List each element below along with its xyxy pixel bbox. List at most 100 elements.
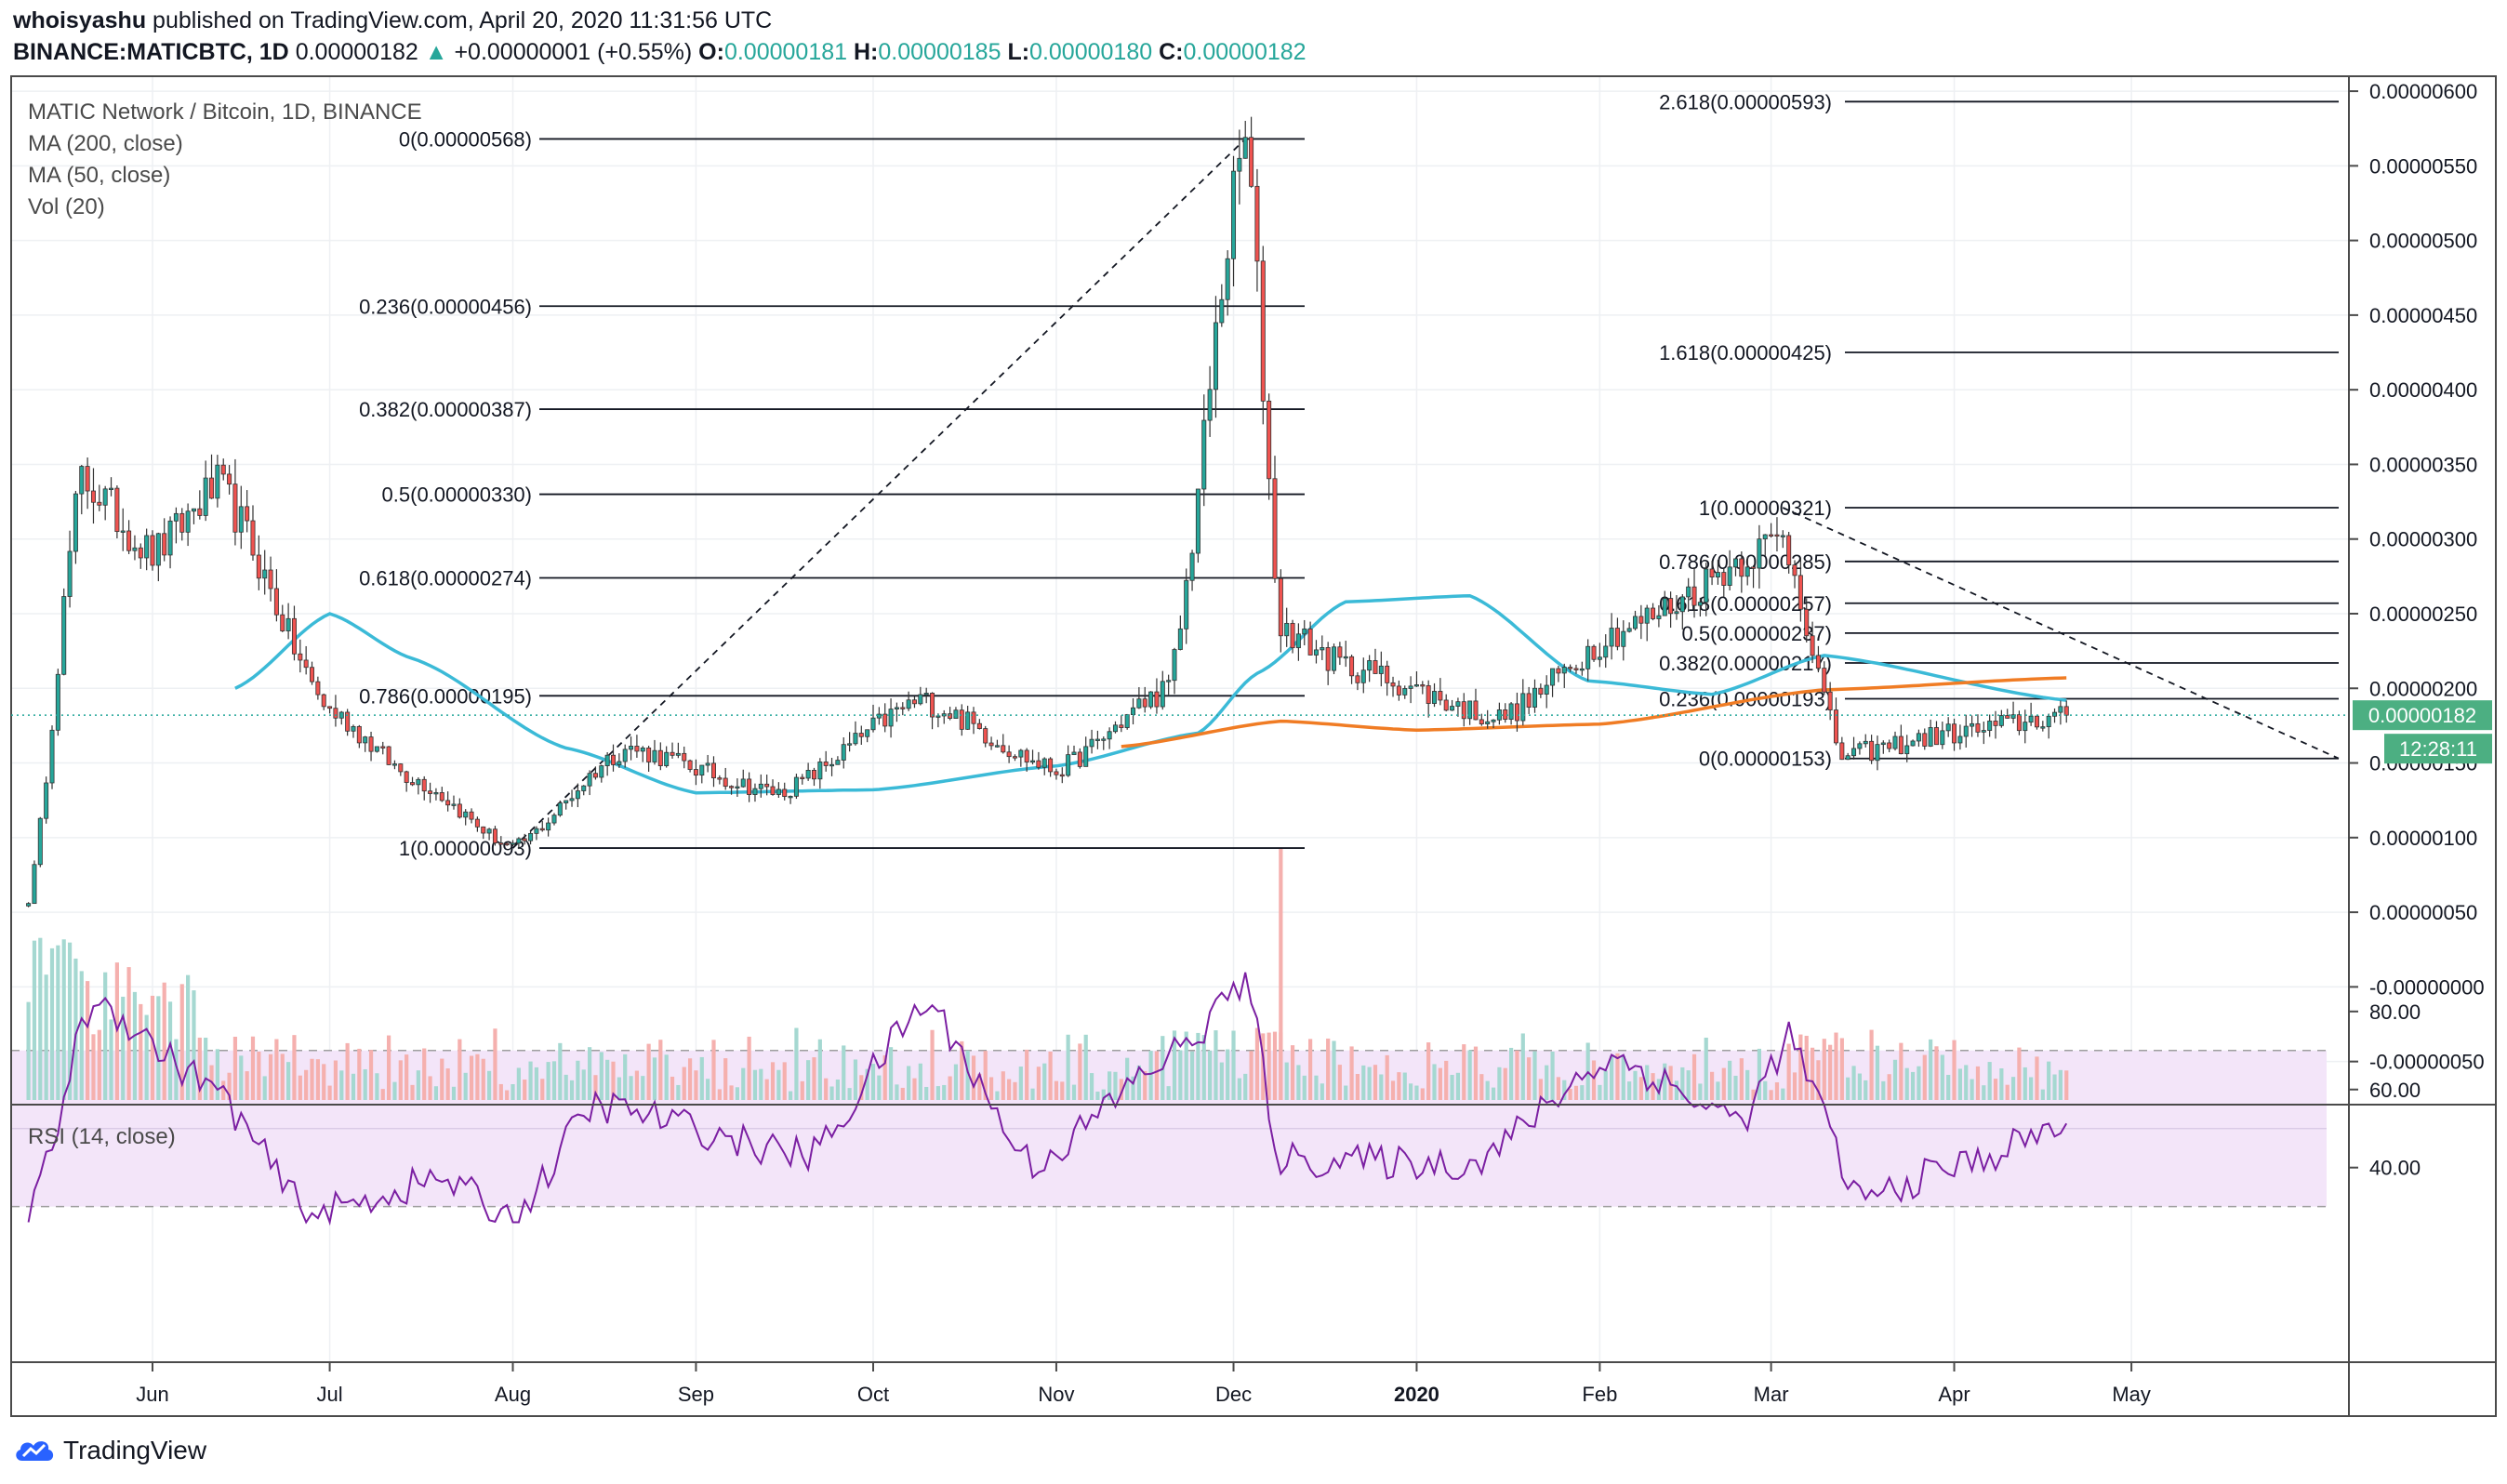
rsi-line xyxy=(27,972,2068,1226)
volume-bar xyxy=(304,1069,309,1100)
volume-bar xyxy=(788,1091,793,1100)
volume-bar xyxy=(587,1047,592,1100)
candle-body xyxy=(699,764,705,776)
volume-bar xyxy=(1598,1084,1602,1100)
volume-bar xyxy=(1568,1089,1572,1100)
author-name[interactable]: whoisyashu xyxy=(13,7,147,33)
ticker-change: +0.00000001 (+0.55%) xyxy=(454,39,693,65)
volume-bar xyxy=(1272,1031,1278,1100)
candle-body xyxy=(1845,755,1850,761)
volume-bar xyxy=(2040,1089,2045,1100)
volume-bar xyxy=(717,1089,722,1100)
candle-body xyxy=(1231,170,1237,259)
volume-bar xyxy=(747,1036,751,1100)
volume-bar xyxy=(1538,1079,1543,1100)
candle-body xyxy=(2023,722,2028,732)
candle-body xyxy=(1278,577,1283,637)
volume-bar xyxy=(286,1062,291,1100)
candle-body xyxy=(132,547,138,551)
volume-bar xyxy=(204,1038,208,1100)
candle-body xyxy=(646,748,652,762)
candle-body xyxy=(109,487,114,491)
candle-body xyxy=(1887,742,1892,749)
volume-bar xyxy=(357,1048,362,1100)
candle-body xyxy=(404,771,409,783)
volume-bar xyxy=(79,971,84,1100)
volume-bar xyxy=(764,1079,769,1100)
volume-bar xyxy=(315,1059,320,1100)
time-tick-label: Aug xyxy=(495,1383,531,1406)
candle-body xyxy=(829,763,835,767)
volume-bar xyxy=(900,1087,905,1100)
volume-bar xyxy=(1143,1070,1147,1100)
volume-bar xyxy=(1385,1054,1389,1100)
volume-bar xyxy=(1864,1080,1868,1100)
candle-body xyxy=(740,778,746,788)
volume-bar xyxy=(1189,1051,1195,1100)
volume-bar xyxy=(1781,1088,1785,1100)
close-value: 0.00000182 xyxy=(1183,39,1307,65)
volume-bar xyxy=(611,1061,616,1100)
candle-body xyxy=(185,510,191,533)
candle-body xyxy=(604,754,610,766)
volume-bar xyxy=(156,996,161,1100)
candle-body xyxy=(1337,646,1343,658)
candle-body xyxy=(1237,157,1242,172)
volume-bar xyxy=(546,1062,550,1100)
volume-bar xyxy=(1993,1079,1998,1100)
fib2-level-label: 0(0.00000153) xyxy=(1699,748,1832,771)
volume-bar xyxy=(1373,1065,1378,1100)
volume-bar xyxy=(1355,1073,1360,1100)
candle-body xyxy=(280,614,285,631)
volume-bar xyxy=(1869,1029,1874,1100)
candle-body xyxy=(1302,628,1307,635)
candle-body xyxy=(1780,535,1785,537)
candle-body xyxy=(220,464,226,475)
volume-bar xyxy=(1296,1065,1301,1100)
candle-body xyxy=(333,708,338,719)
candle-body xyxy=(546,822,551,831)
candle-body xyxy=(1189,552,1195,581)
time-tick-label: Oct xyxy=(857,1383,889,1406)
volume-bar xyxy=(292,1035,297,1100)
volume-bar xyxy=(1834,1032,1838,1100)
volume-bar xyxy=(1940,1054,1944,1100)
candle-body xyxy=(167,520,173,556)
candle-body xyxy=(617,761,622,765)
volume-bar xyxy=(463,1072,468,1100)
volume-bar xyxy=(61,939,66,1100)
volume-bar xyxy=(569,1080,575,1100)
volume-bar xyxy=(1822,1039,1826,1100)
volume-bar xyxy=(1344,1085,1348,1100)
candle-body xyxy=(894,707,899,709)
volume-bar xyxy=(215,1049,219,1100)
candle-body xyxy=(1632,616,1638,629)
tradingview-logo[interactable]: TradingView xyxy=(13,1435,206,1466)
volume-bar xyxy=(564,1074,568,1100)
volume-bar xyxy=(144,1014,149,1100)
volume-bar xyxy=(174,1039,179,1100)
volume-bar xyxy=(1798,1034,1803,1100)
volume-bar xyxy=(1119,1079,1123,1100)
candle-body xyxy=(486,828,492,834)
volume-bar xyxy=(540,1079,545,1100)
volume-bar xyxy=(221,1080,226,1100)
candle-body xyxy=(155,533,161,566)
volume-bar xyxy=(139,1003,143,1100)
candle-body xyxy=(1148,691,1154,708)
candle-body xyxy=(310,667,315,682)
candle-body xyxy=(1249,137,1254,187)
candle-body xyxy=(1514,703,1519,722)
volume-bar xyxy=(1302,1075,1307,1100)
volume-bar xyxy=(416,1070,420,1100)
rsi-tick-label: 60.00 xyxy=(2369,1079,2421,1102)
price-tick-label: 0.00000300 xyxy=(2369,528,2477,551)
volume-bar xyxy=(1922,1054,1927,1100)
volume-bar xyxy=(853,1059,858,1100)
volume-bar xyxy=(534,1067,539,1100)
candle-body xyxy=(823,762,829,766)
candle-body xyxy=(1656,615,1662,619)
candle-body xyxy=(262,569,268,579)
volume-bar xyxy=(1095,1091,1100,1100)
